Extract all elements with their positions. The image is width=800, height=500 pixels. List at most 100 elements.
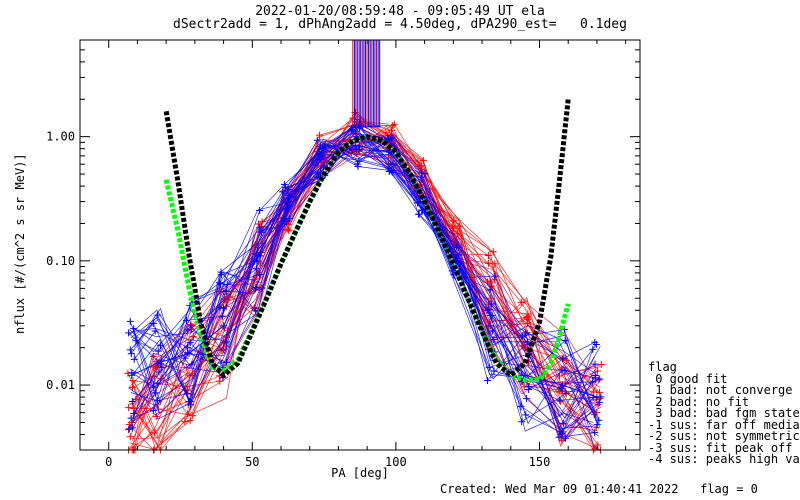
data-point-plus: [556, 396, 564, 404]
series-bundle-line: [130, 115, 598, 447]
x-tick-label: 100: [385, 455, 407, 469]
data-point-plus: [555, 433, 563, 441]
data-point-plus: [518, 418, 526, 426]
data-point-plus: [491, 272, 499, 280]
data-point-plus: [562, 434, 570, 442]
data-point-plus: [126, 317, 134, 325]
data-point-plus: [284, 198, 292, 206]
data-point-plus: [217, 359, 225, 367]
data-point-plus: [151, 327, 159, 335]
data-point-plus: [597, 361, 605, 369]
data-point-plus: [421, 170, 429, 178]
data-point-plus: [556, 372, 564, 380]
data-point-plus: [591, 360, 599, 368]
data-point-plus: [316, 131, 324, 139]
series-bundle-line: [133, 118, 602, 451]
data-point-plus: [286, 215, 294, 223]
data-point-plus: [155, 368, 163, 376]
data-point-plus: [130, 409, 138, 417]
series-bundle-line: [133, 130, 595, 414]
data-point-plus: [181, 418, 189, 426]
legend-heading: flag: [648, 360, 677, 374]
data-point-plus: [597, 393, 605, 401]
series-bundle-line: [133, 135, 594, 432]
series-bundle-line: [129, 112, 596, 451]
data-point-plus: [415, 210, 423, 218]
data-point-plus: [522, 411, 530, 419]
legend-item: -1 sus: far off median: [648, 417, 800, 432]
data-point-plus: [313, 136, 321, 144]
data-point-plus: [253, 265, 261, 273]
data-point-plus: [518, 332, 526, 340]
data-point-plus: [489, 327, 497, 335]
data-point-plus: [559, 419, 567, 427]
data-point-plus: [223, 358, 231, 366]
data-point-plus: [125, 426, 133, 434]
data-point-plus: [593, 367, 601, 375]
legend-item: 1 bad: not converge: [648, 383, 793, 397]
data-point-plus: [313, 173, 321, 181]
data-point-plus: [126, 433, 134, 441]
data-point-plus: [561, 337, 569, 345]
data-point-plus: [595, 399, 603, 407]
data-point-plus: [258, 228, 266, 236]
data-point-plus: [558, 385, 566, 393]
x-axis-label: PA [deg]: [331, 466, 389, 480]
legend-item: 2 bad: no fit: [648, 394, 750, 409]
data-point-plus: [525, 383, 533, 391]
series-bundle-line: [133, 132, 594, 409]
data-point-plus: [127, 350, 135, 358]
data-point-plus: [455, 222, 463, 230]
data-point-plus: [517, 298, 525, 306]
series-bundle-line: [128, 125, 596, 451]
data-point-plus: [186, 417, 194, 425]
data-point-plus: [556, 428, 564, 436]
data-point-plus: [596, 375, 604, 383]
legend-item: -2 sus: not symmetric: [648, 429, 800, 443]
data-point-plus: [187, 322, 195, 330]
chart-title-line1: 2022-01-20/08:59:48 - 09:05:49 UT ela: [255, 4, 545, 19]
data-point-plus: [389, 122, 397, 130]
y-tick-label: 0.01: [46, 378, 75, 392]
x-tick-label: 150: [529, 455, 551, 469]
data-point-plus: [417, 169, 425, 177]
data-point-plus: [150, 383, 158, 391]
data-point-plus: [217, 271, 225, 279]
data-point-plus: [151, 429, 159, 437]
data-point-plus: [222, 287, 230, 295]
data-point-plus: [593, 421, 601, 429]
data-point-plus: [557, 384, 565, 392]
fit-curves: [163, 99, 571, 383]
data-point-plus: [154, 347, 162, 355]
data-point-plus: [354, 162, 362, 170]
y-tick-label: 1.00: [46, 130, 75, 144]
legend-item: -4 sus: peaks high var: [648, 452, 800, 466]
data-point-plus: [523, 395, 531, 403]
data-point-plus: [282, 183, 290, 191]
data-point-plus: [128, 369, 136, 377]
data-point-plus: [258, 284, 266, 292]
data-point-plus: [220, 304, 227, 312]
data-point-plus: [562, 389, 570, 397]
data-point-plus: [149, 407, 157, 415]
series-bundle-line: [128, 139, 601, 451]
series-bundle-line: [133, 123, 595, 448]
flag-legend: flag 0 good fit 1 bad: not converge 2 ba…: [648, 360, 800, 466]
data-point-plus: [419, 157, 427, 165]
legend-item: 0 good fit: [648, 371, 728, 386]
data-point-plus: [596, 389, 604, 397]
data-point-plus: [129, 424, 137, 432]
series-bundle-line: [134, 124, 597, 451]
data-point-plus: [129, 377, 137, 385]
y-tick-label: 0.10: [46, 254, 75, 268]
data-point-plus: [321, 141, 329, 149]
data-point-plus: [128, 398, 136, 406]
series-bundle-line: [132, 151, 594, 418]
data-point-plus: [484, 376, 492, 384]
data-point-plus: [183, 343, 191, 351]
series-bundle-line: [133, 123, 595, 451]
data-point-plus: [418, 206, 426, 214]
axes: 0 50 100 150 0.01 0.10 1.00: [46, 39, 640, 469]
data-point-plus: [125, 329, 133, 337]
